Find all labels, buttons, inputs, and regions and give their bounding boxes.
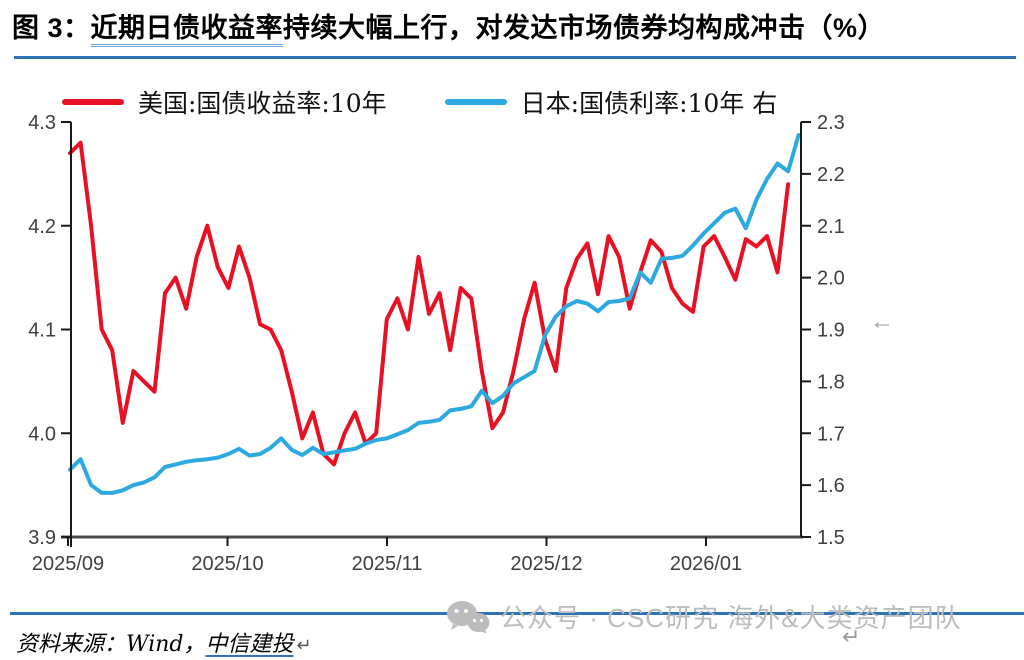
japan-yield-line — [68, 133, 801, 495]
chart-legend: 美国:国债收益率:10年 日本:国债利率:10年 右 — [62, 84, 835, 120]
legend-item-japan: 日本:国债利率:10年 右 — [444, 84, 778, 120]
figure-title-underlined: 近期日债收益率 — [90, 13, 284, 47]
japan-line-swatch — [444, 99, 507, 105]
x-axis-tick-label: 2025/11 — [352, 553, 423, 575]
right-axis-tick-label: 1.5 — [817, 527, 845, 549]
legend-label-us: 美国:国债收益率:10年 — [138, 89, 387, 118]
x-axis-tick-label: 2025/10 — [191, 553, 263, 575]
right-axis-tick-label: 1.8 — [817, 371, 845, 393]
watermark-text: 公众号 · CSC研究 海外&大类资产团队 — [500, 603, 962, 633]
source-note: 资料来源：Wind，中信建投 ↵ — [16, 626, 312, 658]
right-axis-tick-label: 2.2 — [817, 164, 845, 186]
left-axis-tick-label: 4.0 — [28, 423, 56, 445]
source-publisher: 中信建投 — [205, 632, 294, 657]
left-axis-tick-label: 4.2 — [28, 216, 56, 238]
legend-item-us: 美国:国债收益率:10年 — [62, 84, 387, 120]
dual-axis-yield-chart: 4.3 4.2 4.1 4.0 3.9 2.3 2.2 2.1 2.0 1.9 1.8 1.7 1.6 1… — [28, 112, 845, 575]
x-axis-tick-label: 2025/12 — [510, 553, 582, 575]
title-divider — [14, 56, 1016, 59]
us-line-swatch — [62, 99, 124, 105]
legend-label-japan: 日本:国债利率:10年 右 — [520, 89, 778, 118]
right-axis-tick-label: 2.3 — [817, 112, 845, 134]
x-axis-tick-label: 2026/01 — [670, 553, 742, 575]
left-arrow-mark: ← — [870, 308, 894, 335]
right-axis-tick-label: 1.6 — [817, 475, 845, 497]
right-axis-tick-label: 2.1 — [817, 216, 845, 238]
source-return-mark: ↵ — [296, 635, 312, 655]
x-axis-tick-label: 2025/09 — [32, 553, 104, 575]
footer-divider — [10, 612, 1024, 615]
figure-title-prefix: 图 3： — [12, 13, 91, 43]
right-axis-tick-label: 1.7 — [817, 423, 845, 445]
left-axis-tick-label: 4.1 — [28, 320, 56, 342]
right-axis-tick-label: 2.0 — [817, 268, 845, 290]
wechat-icon — [447, 600, 490, 633]
figure-title-rest: 持续大幅上行，对发达市场债券均构成冲击（%） — [283, 13, 886, 43]
watermark-return-mark: ↵ — [842, 624, 861, 649]
right-axis-tick-label: 1.9 — [817, 320, 845, 342]
watermark: 公众号 · CSC研究 海外&大类资产团队 — [446, 598, 962, 635]
figure-title: 图 3：近期日债收益率持续大幅上行，对发达市场债券均构成冲击（%） — [12, 6, 886, 47]
source-prefix: 资料来源：Wind， — [16, 632, 206, 657]
left-axis-tick-label: 4.3 — [28, 112, 56, 134]
left-axis-tick-label: 3.9 — [28, 527, 56, 549]
us-yield-line — [68, 140, 791, 467]
